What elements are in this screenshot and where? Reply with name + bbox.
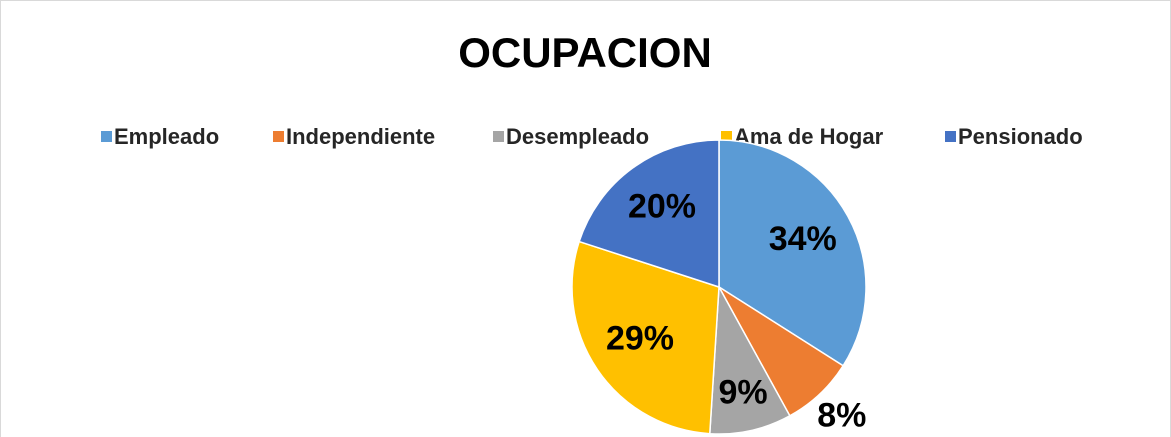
data-label: 9% [718, 374, 767, 412]
data-label: 34% [769, 220, 837, 258]
legend-label: Independiente [286, 124, 435, 149]
legend-label: Ama de Hogar [734, 124, 884, 149]
legend-swatch [721, 131, 732, 142]
data-label: 20% [628, 187, 696, 225]
legend-label: Desempleado [506, 124, 649, 149]
pie-slice [571, 240, 720, 435]
pie-slice [708, 284, 791, 435]
data-label: 8% [817, 397, 866, 435]
data-label: 29% [606, 320, 674, 358]
legend-swatch [101, 131, 112, 142]
pie-slice [578, 139, 720, 289]
pie-slice [718, 139, 867, 367]
legend-swatch [493, 131, 504, 142]
legend-swatch [273, 131, 284, 142]
legend-label: Pensionado [958, 124, 1083, 149]
legend-swatch [945, 131, 956, 142]
chart-title: OCUPACION [458, 29, 712, 76]
legend-label: Empleado [114, 124, 219, 149]
